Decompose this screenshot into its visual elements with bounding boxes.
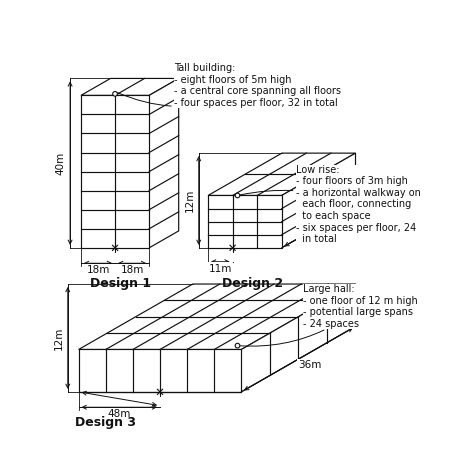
Text: 12m: 12m — [185, 189, 195, 212]
Text: Design 2: Design 2 — [222, 277, 283, 290]
Text: Large hall:
- one floor of 12 m high
- potential large spans
- 24 spaces: Large hall: - one floor of 12 m high - p… — [240, 284, 418, 346]
Polygon shape — [149, 78, 179, 248]
Circle shape — [235, 193, 240, 198]
Text: 36m: 36m — [316, 226, 339, 236]
Text: Tall building:
- eight floors of 5m high
- a central core spanning all floors
- : Tall building: - eight floors of 5m high… — [118, 63, 341, 108]
Polygon shape — [282, 153, 356, 248]
Text: 36m: 36m — [298, 360, 322, 370]
Circle shape — [235, 343, 240, 348]
Polygon shape — [81, 78, 179, 95]
Text: 18m: 18m — [86, 265, 109, 275]
Text: Design 3: Design 3 — [75, 417, 136, 429]
Text: Design 1: Design 1 — [91, 277, 152, 290]
Polygon shape — [241, 284, 356, 392]
Text: 12m: 12m — [54, 326, 64, 350]
Polygon shape — [81, 95, 149, 248]
Circle shape — [113, 91, 118, 96]
Polygon shape — [79, 284, 356, 349]
Text: 40m: 40m — [56, 152, 66, 175]
Text: 18m: 18m — [120, 265, 144, 275]
Polygon shape — [208, 195, 282, 248]
Polygon shape — [79, 349, 241, 392]
Text: Low rise:
- four floors of 3m high
- a horizontal walkway on
  each floor, conne: Low rise: - four floors of 3m high - a h… — [240, 164, 420, 244]
Text: 11m: 11m — [209, 264, 232, 273]
Polygon shape — [208, 153, 356, 195]
Text: 48m: 48m — [108, 409, 131, 419]
